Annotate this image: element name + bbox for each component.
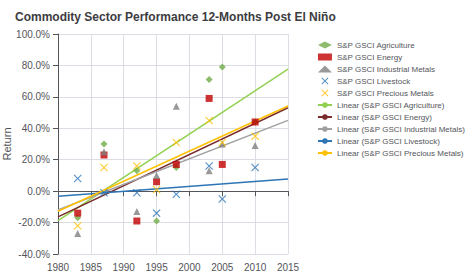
svg-text:1985: 1985 <box>80 262 103 273</box>
svg-text:1990: 1990 <box>113 262 136 273</box>
svg-text:S&P GSCI Agriculture: S&P GSCI Agriculture <box>337 41 415 50</box>
svg-text:2005: 2005 <box>211 262 234 273</box>
svg-text:2010: 2010 <box>244 262 267 273</box>
svg-text:Linear (S&P GSCI Precious Meta: Linear (S&P GSCI Precious Metals) <box>337 149 464 158</box>
svg-text:Linear (S&P GSCI Industrial Me: Linear (S&P GSCI Industrial Metals) <box>337 125 465 134</box>
svg-text:1980: 1980 <box>47 262 70 273</box>
svg-text:S&P GSCI Industrial Metals: S&P GSCI Industrial Metals <box>337 65 435 74</box>
svg-text:60.0%: 60.0% <box>22 91 50 102</box>
svg-text:2015: 2015 <box>277 262 300 273</box>
svg-text:Linear (S&P GSCI Livestock): Linear (S&P GSCI Livestock) <box>337 137 440 146</box>
svg-text:Return: Return <box>1 127 13 160</box>
svg-text:40.0%: 40.0% <box>22 123 50 134</box>
svg-text:Linear (S&P GSCI Agriculture): Linear (S&P GSCI Agriculture) <box>337 101 445 110</box>
svg-text:S&P GSCI Energy: S&P GSCI Energy <box>337 53 402 62</box>
svg-text:-20.0%: -20.0% <box>18 217 50 228</box>
svg-text:S&P GSCI Precious Metals: S&P GSCI Precious Metals <box>337 89 434 98</box>
svg-text:100.0%: 100.0% <box>16 29 50 40</box>
svg-text:2000: 2000 <box>178 262 201 273</box>
svg-text:80.0%: 80.0% <box>22 60 50 71</box>
svg-text:S&P GSCI Livestock: S&P GSCI Livestock <box>337 77 411 86</box>
svg-text:Linear (S&P GSCI Energy): Linear (S&P GSCI Energy) <box>337 113 432 122</box>
svg-text:1995: 1995 <box>145 262 168 273</box>
svg-text:0.0%: 0.0% <box>27 186 50 197</box>
svg-text:-40.0%: -40.0% <box>18 249 50 260</box>
svg-text:20.0%: 20.0% <box>22 154 50 165</box>
svg-text:Commodity Sector Performance 1: Commodity Sector Performance 12-Months P… <box>15 10 336 24</box>
